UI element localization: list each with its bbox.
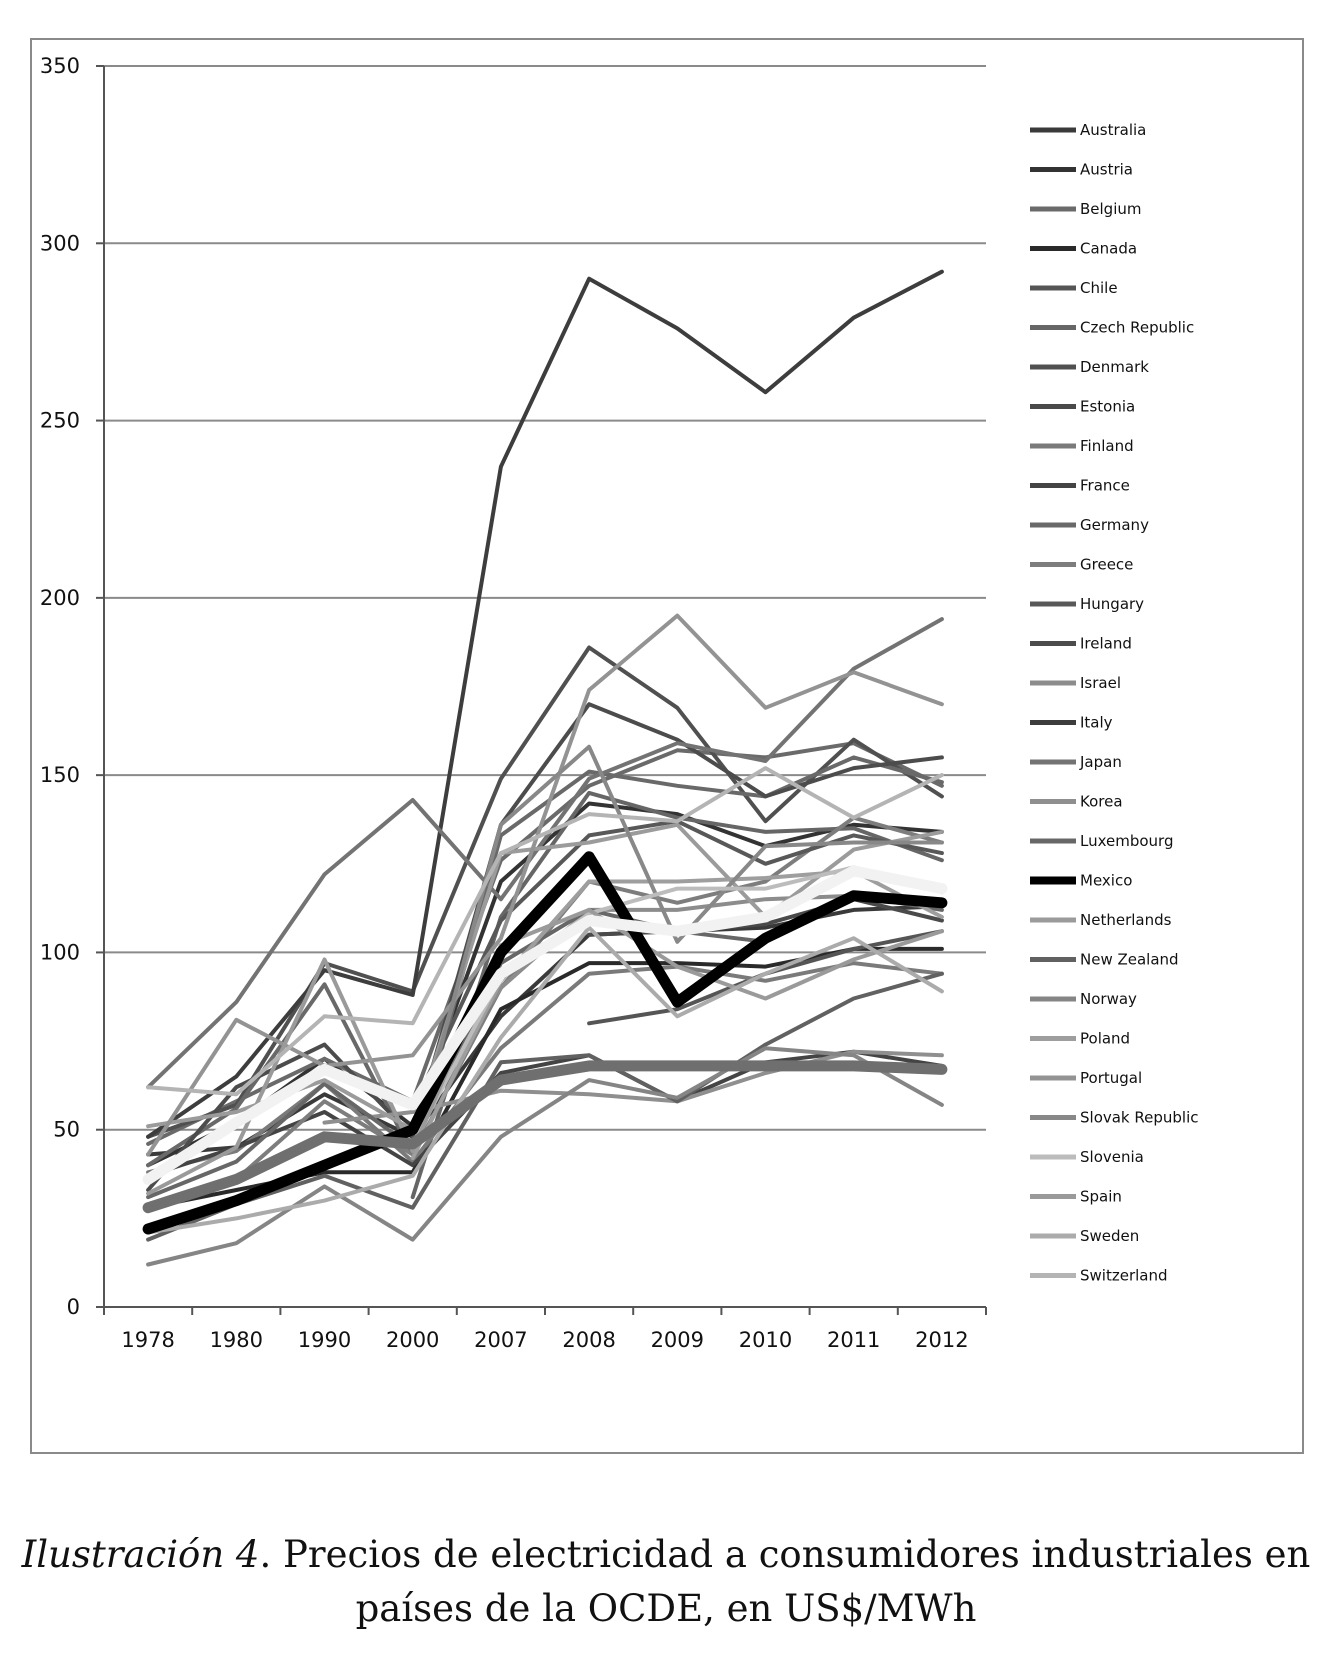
legend-label: Slovak Republic <box>1080 1109 1199 1127</box>
legend-label: Mexico <box>1080 872 1132 890</box>
series-line-sweden <box>146 925 944 1235</box>
legend-label: Japan <box>1079 753 1122 771</box>
line-chart: 0 50 100 150 200 250 300 350 1978 1980 1990 2000 200… <box>40 54 1199 1352</box>
legend-label: Greece <box>1080 556 1133 574</box>
series-line-finland <box>146 961 944 1175</box>
legend-label: Slovenia <box>1080 1148 1144 1166</box>
legend-label: Denmark <box>1080 358 1149 376</box>
series-line-germany <box>146 755 944 1168</box>
x-tick-label: 1980 <box>210 1328 263 1352</box>
axes: 0 50 100 150 200 250 300 350 1978 1980 1990 2000 200… <box>40 54 987 1352</box>
x-tick-label: 1990 <box>298 1328 351 1352</box>
x-tick-label: 2008 <box>562 1328 615 1352</box>
legend-label: Korea <box>1080 793 1123 811</box>
y-tick-label: 100 <box>40 940 80 964</box>
y-tick-label: 150 <box>40 763 80 787</box>
legend-label: France <box>1080 477 1130 495</box>
x-tick-label: 1978 <box>121 1328 174 1352</box>
x-tick-label: 2000 <box>386 1328 439 1352</box>
y-tick-label: 200 <box>40 586 80 610</box>
legend-label: Estonia <box>1080 398 1135 416</box>
series-line-switzerland <box>146 766 944 1097</box>
series-line-portugal <box>146 613 944 1157</box>
legend: Australia Austria Belgium Canada Chile Czech … <box>1030 121 1199 1285</box>
series-line-mexico <box>142 851 948 1235</box>
x-tick-label: 2011 <box>827 1328 880 1352</box>
legend-label: Israel <box>1080 674 1121 692</box>
legend-label: Ireland <box>1080 635 1132 653</box>
legend-label: Chile <box>1080 279 1118 297</box>
series-line-japan <box>146 617 944 1090</box>
y-tick-label: 350 <box>40 54 80 78</box>
legend-label: Portugal <box>1080 1069 1142 1087</box>
legend-label: Italy <box>1080 714 1113 732</box>
legend-label: New Zealand <box>1080 951 1179 969</box>
series-line-new-zealand <box>146 971 944 1242</box>
legend-label: Netherlands <box>1080 911 1172 929</box>
legend-label: Czech Republic <box>1080 319 1194 337</box>
y-tick-label: 300 <box>40 231 80 255</box>
series-line-series-30 <box>142 865 948 1185</box>
legend-label: Sweden <box>1080 1227 1139 1245</box>
x-tick-label: 2009 <box>651 1328 704 1352</box>
series-line-czech-republic <box>410 790 944 1200</box>
series-line-france <box>146 1049 944 1178</box>
legend-label: Norway <box>1080 990 1137 1008</box>
caption-label: Ilustración 4 <box>21 1533 260 1576</box>
legend-label: Australia <box>1080 121 1146 139</box>
legend-label: Luxembourg <box>1080 832 1174 850</box>
legend-label: Belgium <box>1080 200 1142 218</box>
legend-label: Spain <box>1080 1188 1122 1206</box>
x-tick-label: 2010 <box>739 1328 792 1352</box>
caption-text: . Precios de electricidad a consumidores… <box>259 1533 1311 1630</box>
series-line-italy <box>146 269 944 1139</box>
series-layer <box>142 269 948 1267</box>
y-tick-label: 50 <box>53 1118 80 1142</box>
series-line-norway <box>146 1046 944 1267</box>
chart-frame <box>30 38 1304 1454</box>
legend-label: Austria <box>1080 161 1133 179</box>
legend-label: Canada <box>1080 240 1137 258</box>
legend-label: Germany <box>1080 516 1149 534</box>
x-tick-label: 2012 <box>915 1328 968 1352</box>
legend-label: Finland <box>1080 437 1134 455</box>
y-tick-label: 250 <box>40 409 80 433</box>
figure-caption: Ilustración 4. Precios de electricidad a… <box>0 1528 1332 1636</box>
legend-label: Poland <box>1080 1030 1130 1048</box>
legend-label: Switzerland <box>1080 1267 1168 1285</box>
grid-lines <box>104 65 986 1131</box>
x-tick-label: 2007 <box>474 1328 527 1352</box>
series-line-ireland <box>146 702 944 1192</box>
y-tick-label: 0 <box>67 1295 80 1319</box>
series-line-slovak-republic <box>410 744 944 1153</box>
series-line-belgium <box>146 741 944 1146</box>
legend-label: Hungary <box>1080 595 1144 613</box>
series-line-series-31 <box>142 1060 948 1214</box>
